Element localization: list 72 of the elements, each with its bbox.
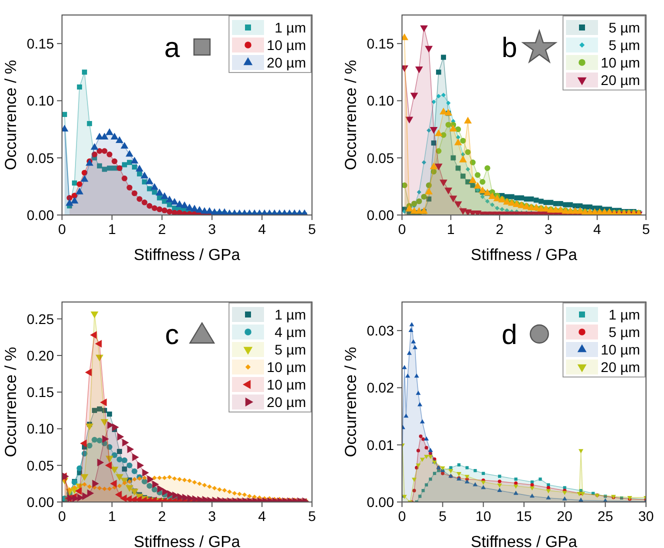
x-tick-label: 3 [544,221,552,237]
legend-label: 5 µm [608,324,640,340]
y-tick-label: 0.15 [26,384,54,400]
y-axis-title: Occurrence / % [343,346,360,458]
legend-label: 4 µm [274,324,306,340]
legend-label: 5 µm [274,342,306,358]
x-tick-label: 25 [598,508,614,524]
x-tick-label: 3 [208,221,216,237]
annotation: a [164,32,180,63]
annotation: c [165,319,179,350]
legend-label: 1 µm [274,306,306,322]
y-tick-label: 0.15 [26,36,54,52]
y-tick-label: 0.05 [26,457,54,474]
x-tick-label: 5 [642,221,650,237]
x-tick-label: 0 [58,221,66,237]
y-tick-label: 0.05 [366,150,394,166]
x-axis-title: Stiffness / GPa [470,247,578,264]
x-tick-label: 1 [108,221,116,237]
legend-label: 5 µm [608,37,640,53]
x-tick-label: 4 [593,221,602,237]
legend-label: 20 µm [266,394,306,410]
x-tick-label: 1 [108,508,116,524]
legend-label: 1 µm [274,20,306,36]
annotation: d [502,319,518,350]
annotation: b [502,32,518,63]
legend-label: 10 µm [266,37,306,53]
y-tick-label: 0.00 [26,494,54,510]
x-tick-label: 15 [516,508,532,524]
x-tick-label: 10 [476,508,492,524]
y-tick-label: 0.15 [366,36,394,52]
x-tick-label: 4 [258,508,266,524]
x-axis-title: Stiffness / GPa [134,534,240,548]
x-tick-label: 5 [308,221,316,237]
x-tick-label: 5 [308,508,316,524]
y-axis-title: Occurrence / % [3,346,20,458]
y-tick-label: 0.00 [366,494,394,510]
x-tick-label: 3 [208,508,216,524]
y-tick-label: 0.03 [366,322,394,339]
y-tick-label: 0.00 [26,207,54,223]
x-tick-label: 2 [158,221,166,237]
x-tick-label: 1 [446,221,455,237]
legend-label: 5 µm [608,20,640,36]
legend-label: 10 µm [266,359,306,375]
x-tick-label: 4 [258,221,266,237]
legend-label: 1 µm [608,306,640,322]
x-axis-title: Stiffness / GPa [134,247,240,264]
legend-label: 20 µm [600,359,640,375]
y-tick-label: 0.10 [366,92,394,109]
legend-label: 20 µm [600,72,640,88]
legend-label: 10 µm [600,54,640,70]
x-tick-label: 20 [556,508,573,524]
y-tick-label: 0.10 [26,92,54,109]
y-tick-label: 0.20 [26,347,54,364]
x-tick-label: 0 [398,508,406,524]
y-tick-label: 0.02 [366,380,394,396]
x-tick-label: 30 [638,508,654,524]
y-tick-label: 0.00 [366,207,394,223]
y-tick-label: 0.05 [26,150,54,166]
y-tick-label: 0.01 [366,436,394,453]
y-tick-label: 0.25 [26,310,54,327]
x-tick-label: 0 [58,508,66,524]
x-tick-label: 2 [158,508,166,524]
y-tick-label: 0.10 [26,420,54,437]
x-tick-label: 5 [438,508,447,524]
x-axis-title: Stiffness / GPa [470,534,578,548]
legend-label: 10 µm [600,342,640,358]
y-axis-title: Occurrence / % [343,60,360,170]
x-tick-label: 0 [398,221,406,237]
legend-label: 20 µm [266,54,306,70]
legend-label: 10 µm [266,376,306,392]
y-axis-title: Occurrence / % [3,60,20,170]
x-tick-label: 2 [496,221,504,237]
